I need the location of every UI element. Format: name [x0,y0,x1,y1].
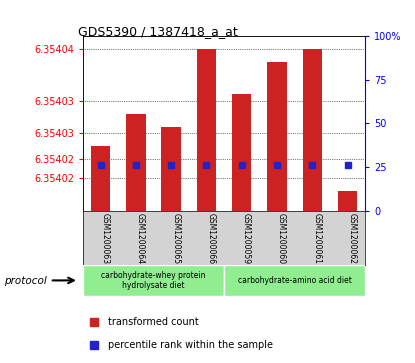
Bar [338,191,357,211]
Text: carbohydrate-amino acid diet: carbohydrate-amino acid diet [238,276,352,285]
Text: GSM1200066: GSM1200066 [207,213,215,264]
Text: carbohydrate-whey protein
hydrolysate diet: carbohydrate-whey protein hydrolysate di… [101,271,206,290]
Bar [232,94,251,211]
Text: protocol: protocol [4,276,47,286]
Bar [197,49,216,211]
Bar [91,146,110,211]
Text: percentile rank within the sample: percentile rank within the sample [108,340,273,350]
Text: GSM1200065: GSM1200065 [171,213,180,264]
FancyBboxPatch shape [83,265,224,296]
Bar [303,49,322,211]
Bar [161,127,181,211]
Text: transformed count: transformed count [108,317,199,327]
FancyBboxPatch shape [224,265,365,296]
Text: GSM1200059: GSM1200059 [242,213,251,264]
Text: GSM1200062: GSM1200062 [348,213,356,264]
Text: GDS5390 / 1387418_a_at: GDS5390 / 1387418_a_at [78,25,237,38]
Bar [267,62,287,211]
Bar [126,114,146,211]
Text: GSM1200063: GSM1200063 [101,213,110,264]
Text: GSM1200064: GSM1200064 [136,213,145,264]
Text: GSM1200061: GSM1200061 [312,213,321,264]
Text: GSM1200060: GSM1200060 [277,213,286,264]
